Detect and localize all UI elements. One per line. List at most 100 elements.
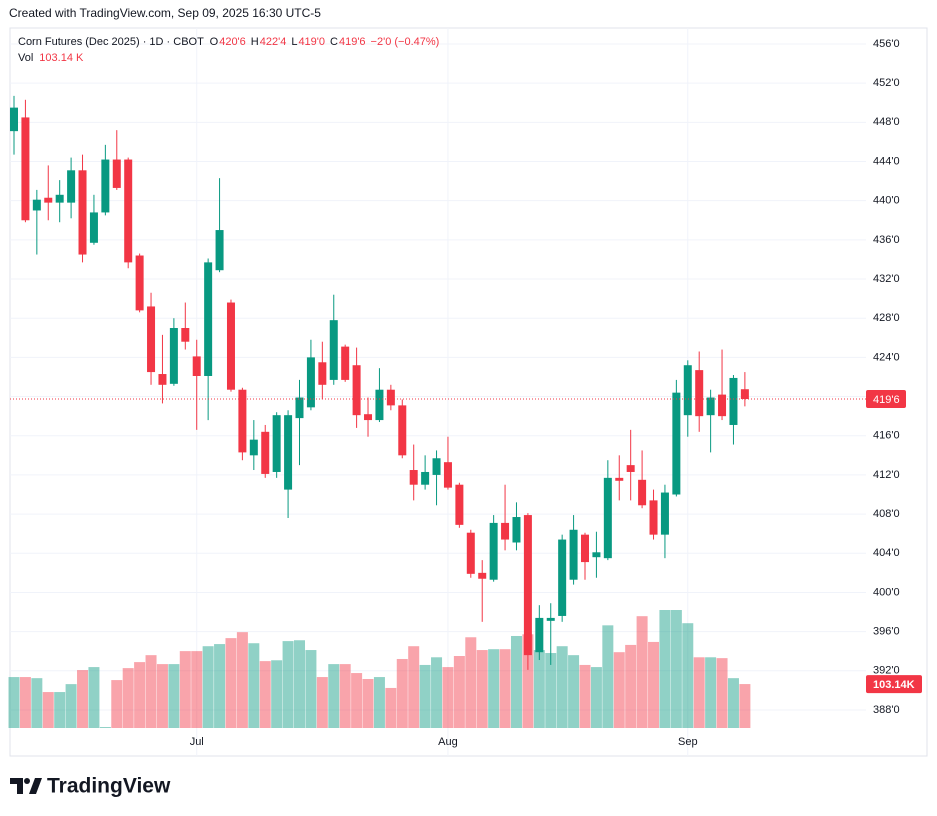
volume-bar bbox=[545, 653, 557, 728]
candle-body bbox=[603, 477, 612, 559]
volume-legend: Vol 103.14 K bbox=[18, 52, 84, 64]
candle-body bbox=[226, 302, 235, 390]
volume-badge bbox=[866, 675, 922, 694]
volume-bar bbox=[156, 664, 168, 728]
candle-body bbox=[158, 374, 167, 385]
candle-body bbox=[306, 357, 315, 408]
y-tick-label: 412'0 bbox=[873, 469, 900, 481]
y-tick-label: 424'0 bbox=[873, 351, 900, 363]
y-tick-label: 444'0 bbox=[873, 155, 900, 167]
x-tick-label: Aug bbox=[438, 736, 458, 748]
logo-mark bbox=[10, 778, 23, 794]
volume-bar bbox=[396, 658, 408, 728]
logo-mark bbox=[29, 778, 42, 794]
volume-bar bbox=[659, 610, 671, 728]
ohlc-label: L bbox=[291, 36, 297, 48]
volume-bar bbox=[625, 644, 637, 728]
y-tick-label: 452'0 bbox=[873, 77, 900, 89]
candle-body bbox=[683, 365, 692, 416]
candle-body bbox=[249, 439, 258, 456]
volume-bar bbox=[739, 684, 751, 728]
volume-bar bbox=[648, 641, 660, 728]
legend-line: Corn Futures (Dec 2025) · 1D · CBOT O420'… bbox=[18, 36, 439, 48]
volume-bar bbox=[328, 664, 340, 728]
candle-body bbox=[44, 197, 53, 203]
y-tick-label: 456'0 bbox=[873, 38, 900, 50]
volume-bar bbox=[77, 670, 89, 728]
candle-body bbox=[706, 397, 715, 416]
candle-body bbox=[261, 431, 270, 474]
y-tick-label: 436'0 bbox=[873, 234, 900, 246]
volume-bar bbox=[191, 651, 203, 728]
volume-bar bbox=[431, 657, 443, 728]
y-tick-label: 416'0 bbox=[873, 430, 900, 442]
candle-body bbox=[626, 465, 635, 472]
candle-body bbox=[295, 397, 304, 419]
brand: TradingView bbox=[47, 775, 171, 798]
volume-bar bbox=[339, 664, 351, 728]
volume-bar bbox=[99, 727, 111, 728]
candle-body bbox=[181, 328, 190, 342]
ohlc-value: 420'6 bbox=[219, 36, 246, 48]
axes: 456'0 452'0 448'0 444'0 440'0 436'0 432'0 428'0… bbox=[10, 38, 922, 748]
candle-body bbox=[135, 255, 144, 311]
volume-bar bbox=[8, 677, 20, 728]
volume-bar bbox=[510, 635, 522, 728]
volume-bar bbox=[214, 644, 226, 728]
volume-bar bbox=[556, 646, 568, 728]
volume-bar bbox=[202, 646, 214, 728]
candle-body bbox=[443, 462, 452, 488]
candle-body bbox=[341, 346, 350, 380]
candle-body bbox=[649, 500, 658, 535]
volume-bar bbox=[453, 656, 465, 728]
ohlc-value: 422'4 bbox=[260, 36, 287, 48]
volume-bar bbox=[305, 650, 317, 728]
candle-body bbox=[398, 405, 407, 456]
candle-body bbox=[478, 572, 487, 579]
volume-bar bbox=[42, 692, 54, 728]
candle-body bbox=[318, 362, 327, 385]
volume-bar bbox=[111, 680, 123, 728]
candle-body bbox=[10, 107, 18, 132]
volume-bar bbox=[122, 668, 134, 728]
volume-bar bbox=[408, 646, 420, 728]
candle-body bbox=[558, 539, 567, 616]
candle-body bbox=[729, 377, 738, 425]
created-note: Created with TradingView.com, Sep 09, 20… bbox=[9, 6, 321, 20]
volume-bar bbox=[693, 657, 705, 728]
candle-body bbox=[147, 306, 156, 373]
volume-bar bbox=[602, 625, 614, 728]
y-tick-label: 404'0 bbox=[873, 547, 900, 559]
volume-badge-label: 103.14K bbox=[873, 679, 915, 691]
candle-body bbox=[466, 532, 475, 574]
candle-body bbox=[78, 170, 87, 255]
volume-bar bbox=[373, 677, 385, 728]
x-tick-label: Sep bbox=[678, 736, 698, 748]
volume-bar bbox=[476, 650, 488, 728]
volume-bar bbox=[271, 660, 283, 728]
candle-body bbox=[615, 477, 624, 481]
y-tick-label: 388'0 bbox=[873, 704, 900, 716]
change: −2'0 (−0.47%) bbox=[371, 36, 440, 48]
candle-body bbox=[672, 392, 681, 495]
candle-body bbox=[215, 230, 224, 271]
volume-bar bbox=[419, 664, 431, 728]
volume-bar bbox=[579, 664, 591, 728]
volume-bar bbox=[533, 650, 545, 728]
ohlc-value: 419'6 bbox=[339, 36, 366, 48]
logo: TradingView bbox=[10, 775, 171, 798]
volume-bar bbox=[65, 684, 77, 728]
volume-bar bbox=[316, 677, 328, 728]
candle-body bbox=[89, 212, 98, 243]
volume-bar bbox=[179, 651, 191, 728]
ohlc-label: C bbox=[330, 36, 338, 48]
candle-body bbox=[284, 415, 293, 490]
candle-body bbox=[432, 458, 441, 475]
y-tick-label: 428'0 bbox=[873, 312, 900, 324]
volume-bar bbox=[259, 661, 271, 728]
candle-body bbox=[455, 484, 464, 525]
volume-bar bbox=[727, 678, 739, 728]
volume-bar bbox=[465, 637, 477, 728]
y-tick-label: 400'0 bbox=[873, 586, 900, 598]
candle-body bbox=[112, 159, 121, 188]
